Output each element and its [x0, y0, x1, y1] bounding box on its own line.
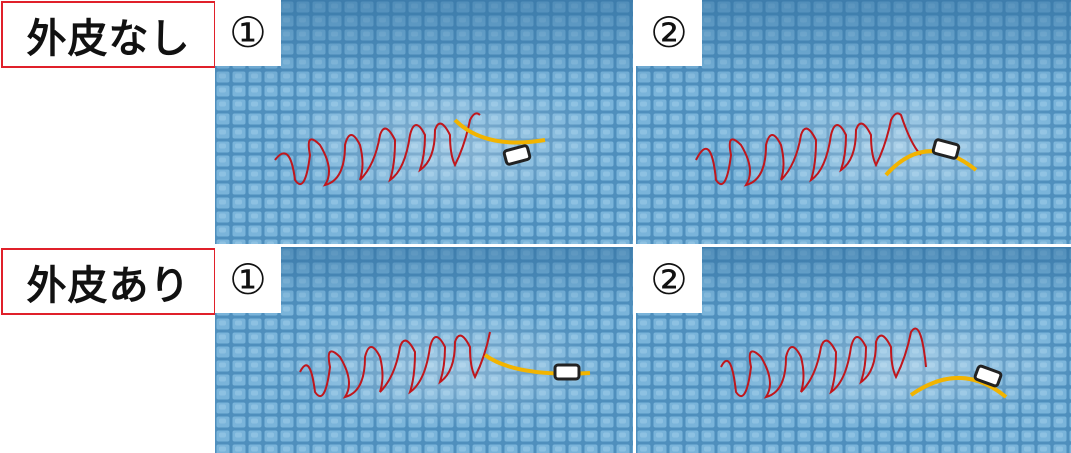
panel-number: ②: [636, 247, 702, 313]
panel-number: ①: [215, 247, 281, 313]
photo-with-skin-2: ②: [636, 247, 1071, 453]
row-label-with-skin: 外皮あり: [1, 248, 216, 315]
photo-no-skin-2: ②: [636, 0, 1071, 244]
row-label-no-skin: 外皮なし: [1, 1, 216, 68]
panel-number: ①: [215, 0, 281, 66]
photo-no-skin-1: ①: [215, 0, 633, 244]
panel-number: ②: [636, 0, 702, 66]
photo-with-skin-1: ①: [215, 247, 633, 453]
robot-body: [555, 365, 579, 379]
